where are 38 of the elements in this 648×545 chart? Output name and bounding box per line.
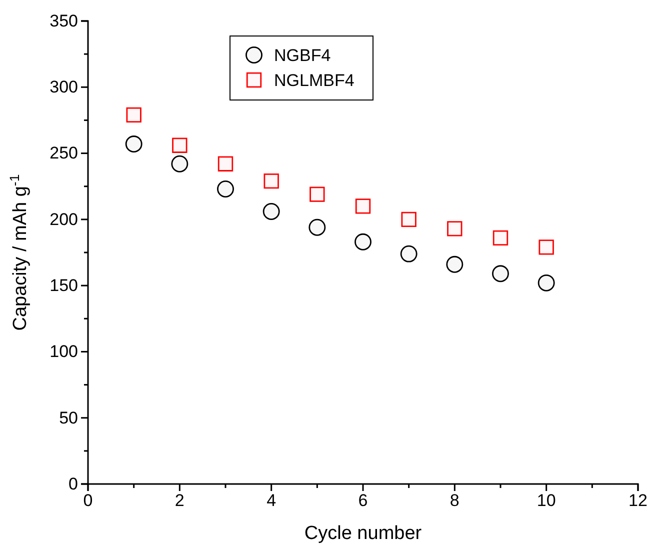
point <box>538 240 554 255</box>
point <box>492 230 508 246</box>
x-tick-label: 8 <box>450 491 460 510</box>
point <box>125 136 142 152</box>
point <box>310 186 325 202</box>
y-tick-label: 300 <box>50 78 78 97</box>
point <box>308 218 326 236</box>
y-tick-label: 0 <box>68 474 78 494</box>
point <box>538 274 555 292</box>
point <box>172 138 188 153</box>
x-tick-label: 4 <box>266 491 276 510</box>
x-axis-title: Cycle number <box>304 523 422 544</box>
y-tick-label: 200 <box>50 210 78 229</box>
x-tick-label: 10 <box>536 491 556 510</box>
point <box>354 233 372 250</box>
point <box>264 173 279 189</box>
point <box>492 265 509 282</box>
y-tick-label: 50 <box>59 408 78 428</box>
x-tick-label: 6 <box>358 491 368 510</box>
x-tick-label: 0 <box>83 491 93 510</box>
point <box>446 256 464 273</box>
x-tick-label: 12 <box>628 491 648 510</box>
x-tick-label: 2 <box>174 491 184 510</box>
y-tick-label: 150 <box>50 276 78 296</box>
point <box>171 155 188 172</box>
y-tick-label: 100 <box>50 342 78 362</box>
point <box>401 212 416 228</box>
point <box>217 180 234 198</box>
point <box>262 203 280 220</box>
y-tick-label: 350 <box>50 11 78 30</box>
y-tick-label: 250 <box>50 144 78 163</box>
legend-label: NGLMBF4 <box>274 71 354 90</box>
point <box>355 198 371 214</box>
point <box>126 107 142 123</box>
point <box>400 245 418 262</box>
point <box>447 221 462 236</box>
legend-label: NGBF4 <box>274 46 331 65</box>
point <box>218 156 234 172</box>
